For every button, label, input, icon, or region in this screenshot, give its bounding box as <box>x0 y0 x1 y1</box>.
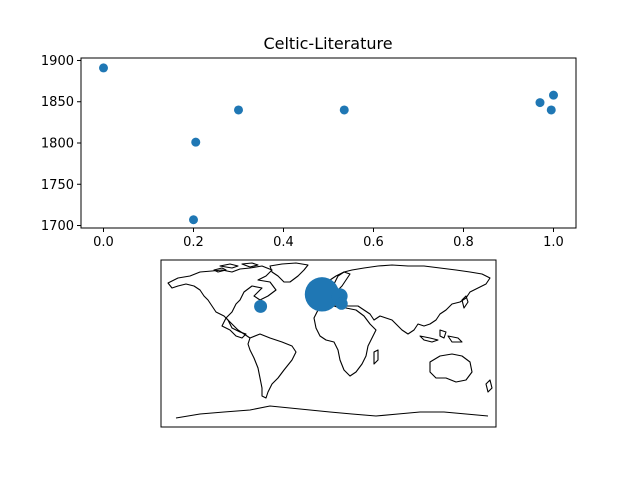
south-america-outline <box>247 333 297 399</box>
scatter-points <box>99 63 558 225</box>
scatter-point <box>189 215 198 225</box>
x-tick-label: 0.0 <box>93 235 114 250</box>
scatter-chart: Celtic-Literature 0.0 0.2 0.4 0.6 0.8 1.0 170… <box>41 34 577 250</box>
scatter-point <box>234 105 243 115</box>
world-map <box>160 259 497 428</box>
map-frame <box>160 259 497 428</box>
x-tick-label: 1.0 <box>543 235 564 250</box>
scatter-point <box>546 105 556 115</box>
x-tick-label: 0.6 <box>363 235 384 250</box>
y-tick-label: 1750 <box>41 178 74 193</box>
central-america-outline <box>225 317 251 339</box>
scatter-point <box>191 137 201 147</box>
plot-frame <box>80 57 577 229</box>
map-bubble <box>254 299 268 313</box>
coastlines <box>167 262 493 419</box>
x-tick-label: 0.8 <box>453 235 474 250</box>
x-tick-label: 0.4 <box>273 235 294 250</box>
southeast-asia-islands <box>419 329 463 343</box>
x-tick-label: 0.2 <box>183 235 204 250</box>
madagascar-outline <box>373 349 379 365</box>
scatter-point <box>535 98 545 108</box>
scatter-point <box>99 63 108 73</box>
eurasia-outline <box>313 264 491 335</box>
new-zealand-outline <box>485 379 493 393</box>
y-tick-label: 1700 <box>41 219 74 234</box>
arctic-islands <box>213 262 259 273</box>
australia-outline <box>429 353 473 383</box>
y-tick-label: 1900 <box>41 54 74 69</box>
greenland-outline <box>269 262 309 283</box>
north-america-outline <box>167 265 277 339</box>
scatter-point <box>549 90 558 100</box>
y-tick-label: 1800 <box>41 137 74 152</box>
map-bubbles <box>254 277 348 313</box>
map-bubble <box>304 277 340 312</box>
y-tick-label: 1850 <box>41 95 74 110</box>
antarctica-outline <box>175 405 489 419</box>
africa-outline <box>313 305 377 377</box>
japan-outline <box>461 295 469 309</box>
map-bubble <box>335 297 348 310</box>
y-axis-ticks: 1700 1750 1800 1850 1900 <box>41 54 81 234</box>
scatter-point <box>339 105 349 115</box>
chart-title: Celtic-Literature <box>263 34 392 53</box>
x-axis-ticks: 0.0 0.2 0.4 0.6 0.8 1.0 <box>93 228 564 250</box>
